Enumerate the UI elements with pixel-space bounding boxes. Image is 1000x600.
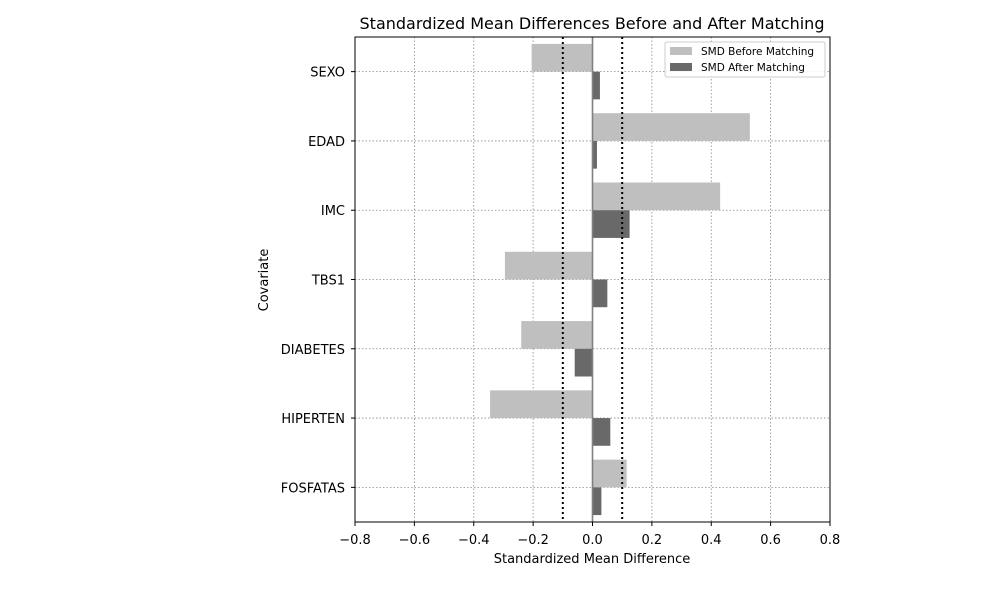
y-tick-label: SEXO bbox=[310, 66, 345, 81]
legend-label-after: SMD After Matching bbox=[701, 62, 805, 74]
x-tick-label: −0.2 bbox=[517, 533, 549, 548]
x-tick-label: −0.6 bbox=[399, 533, 431, 548]
bar-before-hiperten bbox=[490, 390, 593, 419]
bar-before-tbs1 bbox=[504, 251, 593, 280]
x-tick-label: −0.4 bbox=[458, 533, 490, 548]
y-tick-label: FOSFATAS bbox=[281, 481, 345, 496]
bars-layer bbox=[490, 43, 750, 516]
bar-before-imc bbox=[592, 182, 721, 211]
bar-after-hiperten bbox=[592, 418, 611, 446]
y-tick-label: TBS1 bbox=[311, 274, 345, 289]
bar-before-diabetes bbox=[521, 321, 593, 349]
y-tick-label: IMC bbox=[321, 204, 345, 219]
x-tick-label: 0.6 bbox=[760, 533, 781, 548]
bar-after-tbs1 bbox=[592, 279, 608, 308]
x-tick-label: 0.0 bbox=[582, 533, 603, 548]
legend-swatch-before bbox=[670, 47, 692, 55]
y-tick-label: HIPERTEN bbox=[281, 412, 345, 427]
y-tick-label: EDAD bbox=[308, 135, 345, 150]
x-tick-label: 0.8 bbox=[820, 533, 841, 548]
y-axis-title: Covariate bbox=[257, 249, 272, 312]
legend-label-before: SMD Before Matching bbox=[701, 46, 814, 58]
legend-box bbox=[664, 41, 826, 78]
bar-after-diabetes bbox=[574, 348, 593, 377]
chart-title: Standardized Mean Differences Before and… bbox=[360, 14, 825, 33]
x-tick-label: 0.4 bbox=[701, 533, 722, 548]
y-tick-label: DIABETES bbox=[281, 343, 345, 358]
reference-lines bbox=[561, 37, 624, 522]
legend-swatch-after bbox=[670, 63, 692, 71]
bar-after-edad bbox=[592, 140, 597, 169]
x-tick-label: 0.2 bbox=[642, 533, 663, 548]
y-axis: SEXO EDAD IMC TBS1 DIABETES HIPERTEN FOSFATAS bbox=[281, 66, 355, 496]
bar-after-fosfatas bbox=[592, 487, 602, 516]
bar-before-edad bbox=[592, 113, 750, 141]
x-axis-title: Standardized Mean Difference bbox=[494, 552, 691, 567]
x-tick-label: −0.8 bbox=[339, 533, 371, 548]
bar-before-fosfatas bbox=[592, 459, 627, 488]
legend: SMD Before Matching SMD After Matching bbox=[664, 41, 826, 78]
x-axis: −0.8 −0.6 −0.4 −0.2 0.0 0.2 0.4 0.6 0.8 bbox=[339, 522, 840, 548]
bar-after-imc bbox=[592, 210, 630, 238]
bar-after-sexo bbox=[592, 71, 600, 100]
